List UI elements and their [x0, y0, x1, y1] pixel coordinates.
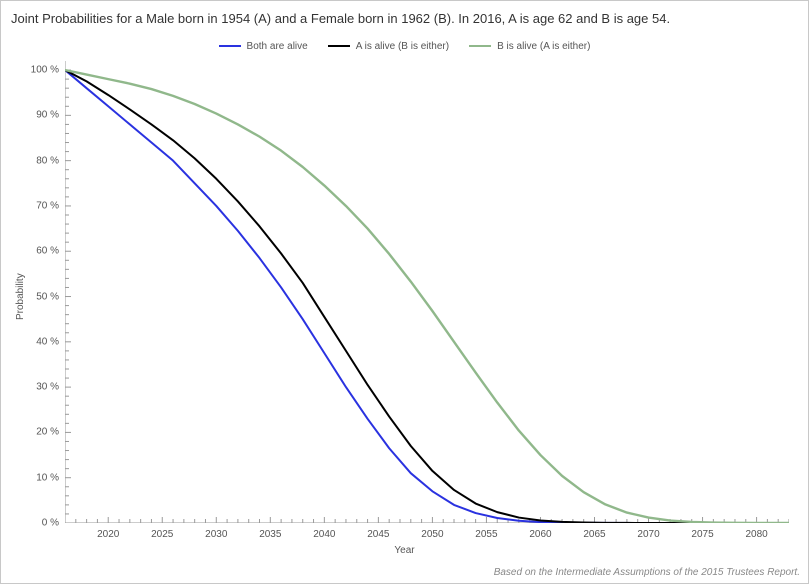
x-tick-label: 2025 — [151, 529, 173, 540]
legend-item: B is alive (A is either) — [469, 41, 590, 52]
plot-svg — [65, 61, 789, 523]
y-tick-label: 0 % — [15, 518, 59, 529]
x-axis-label: Year — [1, 545, 808, 556]
y-tick-label: 100 % — [15, 65, 59, 76]
x-tick-label: 2050 — [421, 529, 443, 540]
y-tick-label: 50 % — [15, 291, 59, 302]
legend-item: A is alive (B is either) — [328, 41, 449, 52]
y-tick-label: 70 % — [15, 200, 59, 211]
x-tick-label: 2080 — [745, 529, 767, 540]
y-tick-label: 90 % — [15, 110, 59, 121]
chart-title: Joint Probabilities for a Male born in 1… — [11, 11, 670, 26]
plot-area — [65, 61, 789, 523]
legend-label: A is alive (B is either) — [356, 41, 449, 52]
series-line — [65, 70, 789, 523]
x-tick-label: 2030 — [205, 529, 227, 540]
y-tick-label: 10 % — [15, 472, 59, 483]
chart-container: Joint Probabilities for a Male born in 1… — [0, 0, 809, 584]
legend-swatch — [328, 45, 350, 47]
x-tick-label: 2060 — [529, 529, 551, 540]
x-tick-label: 2070 — [637, 529, 659, 540]
legend-swatch — [469, 45, 491, 47]
x-tick-label: 2040 — [313, 529, 335, 540]
legend: Both are alive A is alive (B is either) B … — [1, 39, 808, 52]
x-tick-label: 2035 — [259, 529, 281, 540]
y-tick-label: 80 % — [15, 155, 59, 166]
legend-item: Both are alive — [219, 41, 308, 52]
y-tick-label: 30 % — [15, 382, 59, 393]
chart-footnote: Based on the Intermediate Assumptions of… — [494, 567, 800, 578]
x-tick-label: 2065 — [583, 529, 605, 540]
x-tick-label: 2045 — [367, 529, 389, 540]
series-line — [65, 70, 789, 523]
x-tick-label: 2075 — [691, 529, 713, 540]
y-tick-label: 60 % — [15, 246, 59, 257]
series-line — [65, 70, 789, 523]
legend-swatch — [219, 45, 241, 47]
x-tick-label: 2055 — [475, 529, 497, 540]
legend-label: Both are alive — [247, 41, 308, 52]
y-tick-label: 40 % — [15, 336, 59, 347]
x-tick-label: 2020 — [97, 529, 119, 540]
legend-label: B is alive (A is either) — [497, 41, 590, 52]
y-tick-label: 20 % — [15, 427, 59, 438]
